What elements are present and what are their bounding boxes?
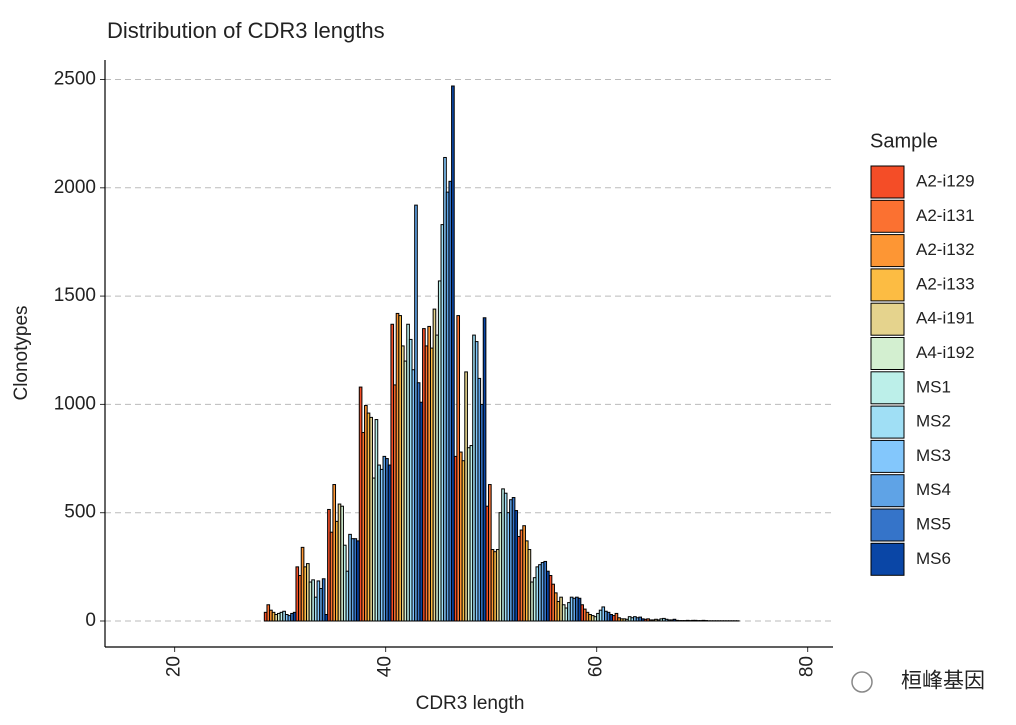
- bar: [387, 464, 392, 622]
- bar: [451, 85, 455, 622]
- legend-label: MS6: [916, 549, 951, 568]
- legend-swatch: [870, 234, 905, 268]
- y-tick-label: 1000: [54, 393, 96, 414]
- bar: [672, 618, 677, 622]
- bar: [614, 612, 619, 622]
- x-tick-label: 20: [164, 656, 185, 677]
- legend-label: MS1: [916, 377, 951, 396]
- y-tick-label: 2500: [54, 69, 96, 90]
- legend-swatch: [870, 302, 905, 336]
- legend-swatch: [870, 268, 905, 302]
- legend-label: MS2: [916, 412, 951, 431]
- bar: [482, 317, 487, 622]
- legend-swatch: [870, 165, 905, 199]
- legend-swatch: [870, 508, 905, 542]
- y-tick-label: 2000: [54, 177, 96, 198]
- legend-swatch: [870, 405, 905, 439]
- bar: [546, 570, 550, 622]
- watermark: 桓峰基因: [901, 670, 985, 693]
- legend-label: A2-i129: [916, 171, 975, 190]
- legend-swatch: [870, 542, 905, 576]
- x-tick-label: 40: [375, 656, 396, 677]
- y-tick-label: 500: [64, 502, 96, 523]
- legend-swatch: [870, 371, 905, 405]
- bar: [324, 614, 329, 622]
- legend-label: MS4: [916, 480, 951, 499]
- legend-label: A2-i132: [916, 240, 975, 259]
- x-tick-label: 60: [586, 656, 607, 677]
- bar: [321, 578, 326, 622]
- y-tick-label: 0: [85, 610, 96, 631]
- bar: [292, 611, 297, 622]
- y-tick-label: 1500: [54, 285, 96, 306]
- legend-label: A2-i133: [916, 274, 975, 293]
- bar: [514, 510, 519, 622]
- y-axis-label: Clonotypes: [11, 305, 32, 400]
- legend-label: A4-i191: [916, 309, 975, 328]
- bar: [356, 540, 360, 622]
- legend-swatch: [870, 337, 905, 370]
- watermark-icon: [851, 671, 873, 693]
- x-tick-label: 80: [797, 656, 818, 677]
- legend-label: MS5: [916, 514, 951, 533]
- bar: [641, 618, 645, 622]
- legend-swatch: [870, 474, 905, 508]
- legend-label: A4-i192: [916, 343, 975, 362]
- bar: [609, 614, 613, 622]
- legend-swatch: [870, 199, 905, 233]
- bar: [419, 401, 424, 622]
- legend-swatch: [870, 439, 905, 473]
- legend-title: Sample: [870, 130, 938, 152]
- legend-label: A2-i131: [916, 206, 975, 225]
- chart-title: Distribution of CDR3 lengths: [107, 18, 385, 43]
- legend-label: MS3: [916, 446, 951, 465]
- x-axis-label: CDR3 length: [416, 693, 525, 714]
- bar: [577, 597, 582, 622]
